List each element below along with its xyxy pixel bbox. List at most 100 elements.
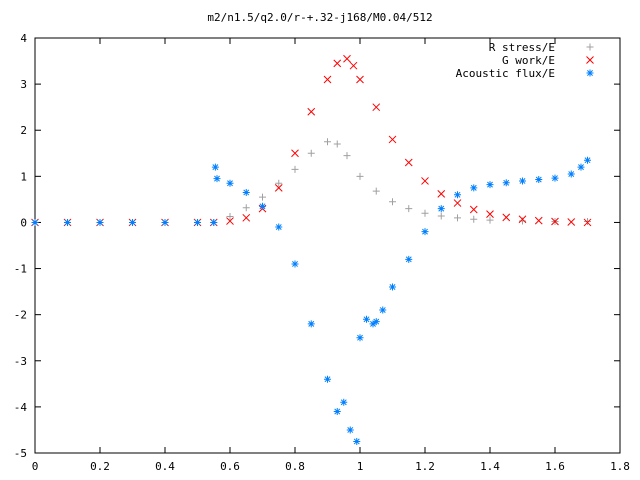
data-point bbox=[369, 320, 377, 328]
data-point bbox=[518, 215, 527, 224]
data-point bbox=[96, 218, 104, 226]
legend-marker bbox=[586, 69, 594, 77]
data-point bbox=[551, 174, 559, 182]
data-point bbox=[324, 375, 331, 383]
legend-label: R stress/E bbox=[489, 41, 555, 54]
series-layer bbox=[31, 54, 592, 445]
data-point bbox=[421, 177, 429, 185]
y-tick-label: 1 bbox=[20, 170, 27, 183]
data-point bbox=[346, 426, 354, 434]
data-point bbox=[210, 218, 218, 226]
data-point bbox=[291, 165, 299, 173]
data-point bbox=[242, 188, 250, 196]
data-point bbox=[356, 172, 364, 180]
data-point bbox=[502, 213, 511, 222]
data-point bbox=[469, 205, 478, 214]
data-point bbox=[161, 218, 169, 226]
axis-ticks: 0 0.2 0.4 0.6 0.8 1 1.2 1.4 1.6 1.8 -5 -4 -3 -2 -1 0 1 2 3… bbox=[14, 32, 630, 473]
data-point bbox=[356, 75, 364, 84]
x-tick-label: 0.2 bbox=[90, 460, 110, 473]
data-point bbox=[307, 320, 315, 328]
x-tick-label: 1.6 bbox=[545, 460, 565, 473]
x-tick-label: 1.2 bbox=[415, 460, 435, 473]
legend-label: G work/E bbox=[502, 54, 555, 67]
data-point bbox=[226, 179, 234, 187]
data-point bbox=[577, 163, 585, 171]
data-point bbox=[486, 181, 494, 189]
data-point bbox=[323, 75, 332, 84]
data-point bbox=[291, 149, 299, 158]
data-point bbox=[226, 212, 234, 220]
series-2 bbox=[31, 156, 591, 445]
data-point bbox=[259, 193, 266, 201]
data-point bbox=[343, 54, 351, 63]
data-point bbox=[404, 158, 413, 167]
data-point bbox=[454, 214, 461, 222]
data-point bbox=[584, 156, 591, 164]
x-tick-label: 1.4 bbox=[480, 460, 500, 473]
data-point bbox=[349, 61, 358, 70]
data-point bbox=[437, 190, 446, 198]
chart-title: m2/n1.5/q2.0/r-+.32-j168/M0.04/512 bbox=[207, 11, 432, 24]
y-tick-label: -2 bbox=[14, 309, 27, 322]
y-tick-label: 4 bbox=[20, 32, 27, 45]
y-tick-label: -5 bbox=[14, 447, 27, 460]
x-tick-label: 1 bbox=[357, 460, 364, 473]
data-point bbox=[333, 408, 341, 415]
data-point bbox=[343, 152, 351, 160]
data-point bbox=[211, 163, 219, 171]
legend-marker bbox=[586, 56, 594, 64]
x-tick-label: 1.8 bbox=[610, 460, 630, 473]
data-point bbox=[437, 212, 445, 220]
data-point bbox=[389, 198, 396, 206]
data-point bbox=[372, 187, 380, 195]
y-tick-label: -4 bbox=[14, 401, 28, 414]
data-point bbox=[534, 216, 543, 225]
data-point bbox=[453, 199, 462, 207]
plot-frame bbox=[34, 37, 621, 454]
data-point bbox=[567, 170, 575, 178]
data-point bbox=[567, 218, 576, 226]
data-point bbox=[486, 210, 494, 218]
data-point bbox=[274, 184, 283, 192]
data-point bbox=[340, 398, 348, 406]
y-tick-label: 3 bbox=[20, 78, 27, 91]
y-tick-label: -3 bbox=[14, 355, 27, 368]
data-point bbox=[129, 218, 136, 226]
data-point bbox=[242, 213, 251, 222]
data-point bbox=[584, 218, 591, 226]
y-tick-label: 2 bbox=[20, 124, 27, 137]
data-point bbox=[454, 191, 461, 199]
data-point bbox=[31, 218, 39, 226]
data-point bbox=[275, 223, 283, 231]
data-point bbox=[226, 217, 234, 225]
data-point bbox=[356, 334, 364, 342]
data-point bbox=[333, 59, 342, 68]
y-tick-label: -1 bbox=[14, 263, 27, 276]
data-point bbox=[64, 218, 71, 226]
data-point bbox=[307, 149, 315, 157]
data-point bbox=[389, 283, 396, 291]
data-point bbox=[333, 140, 341, 148]
data-point bbox=[470, 215, 478, 223]
series-1 bbox=[31, 54, 592, 227]
x-tick-label: 0.8 bbox=[285, 460, 305, 473]
data-point bbox=[470, 184, 478, 192]
data-point bbox=[421, 228, 429, 236]
x-tick-label: 0.4 bbox=[155, 460, 175, 473]
data-point bbox=[388, 135, 397, 144]
x-tick-label: 0.6 bbox=[220, 460, 240, 473]
data-point bbox=[259, 202, 266, 210]
data-point bbox=[324, 138, 331, 146]
data-point bbox=[519, 177, 526, 185]
data-point bbox=[353, 437, 361, 445]
data-point bbox=[372, 103, 381, 112]
data-point bbox=[291, 260, 299, 268]
data-point bbox=[486, 216, 494, 224]
legend-marker-glyph bbox=[586, 43, 594, 51]
data-point bbox=[437, 205, 445, 213]
x-tick-label: 0 bbox=[32, 460, 39, 473]
data-point bbox=[213, 175, 221, 183]
